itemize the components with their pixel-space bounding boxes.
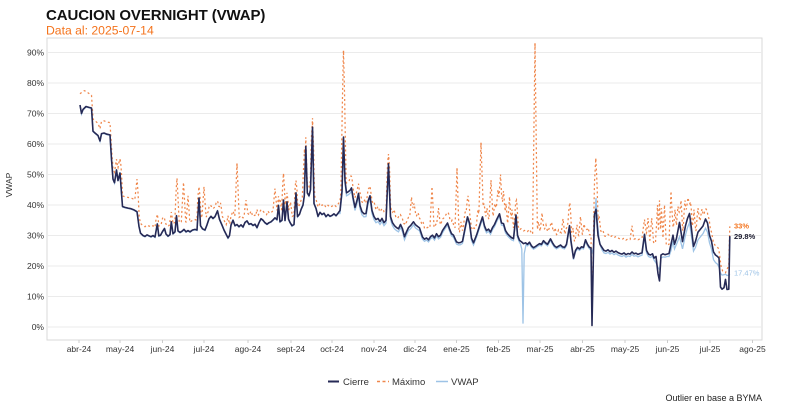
svg-text:may-24: may-24 (106, 344, 135, 354)
svg-text:jun-25: jun-25 (655, 344, 680, 354)
svg-text:abr-25: abr-25 (570, 344, 595, 354)
svg-text:20%: 20% (27, 261, 44, 271)
svg-text:Outlier en base a BYMA: Outlier en base a BYMA (665, 393, 762, 403)
svg-text:30%: 30% (27, 230, 44, 240)
svg-text:oct-24: oct-24 (320, 344, 344, 354)
svg-text:nov-24: nov-24 (361, 344, 387, 354)
svg-text:90%: 90% (27, 47, 44, 57)
svg-text:abr-24: abr-24 (67, 344, 92, 354)
svg-text:VWAP: VWAP (451, 377, 479, 388)
svg-text:Máximo: Máximo (392, 377, 425, 388)
svg-text:ago-25: ago-25 (739, 344, 766, 354)
svg-text:jul-25: jul-25 (699, 344, 721, 354)
svg-text:40%: 40% (27, 200, 44, 210)
svg-text:70%: 70% (27, 108, 44, 118)
svg-text:mar-25: mar-25 (527, 344, 554, 354)
svg-text:17.47%: 17.47% (734, 269, 760, 278)
svg-text:ene-25: ene-25 (443, 344, 470, 354)
svg-text:sept-24: sept-24 (277, 344, 306, 354)
svg-text:33%: 33% (734, 222, 749, 231)
svg-text:Data al: 2025-07-14: Data al: 2025-07-14 (46, 24, 154, 38)
svg-text:29.8%: 29.8% (734, 232, 756, 241)
svg-text:Cierre: Cierre (343, 377, 369, 388)
svg-text:ago-24: ago-24 (235, 344, 262, 354)
svg-text:CAUCION OVERNIGHT (VWAP): CAUCION OVERNIGHT (VWAP) (46, 7, 265, 24)
svg-text:60%: 60% (27, 139, 44, 149)
svg-text:feb-25: feb-25 (486, 344, 510, 354)
svg-text:80%: 80% (27, 78, 44, 88)
svg-text:0%: 0% (32, 322, 45, 332)
svg-text:dic-24: dic-24 (403, 344, 426, 354)
svg-text:VWAP: VWAP (4, 172, 14, 197)
svg-text:jun-24: jun-24 (150, 344, 175, 354)
svg-text:jul-24: jul-24 (193, 344, 215, 354)
svg-text:10%: 10% (27, 291, 44, 301)
svg-text:may-25: may-25 (611, 344, 640, 354)
svg-text:50%: 50% (27, 169, 44, 179)
